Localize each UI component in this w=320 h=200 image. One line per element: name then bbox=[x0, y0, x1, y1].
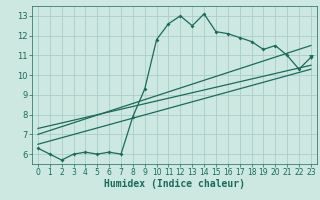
X-axis label: Humidex (Indice chaleur): Humidex (Indice chaleur) bbox=[104, 179, 245, 189]
